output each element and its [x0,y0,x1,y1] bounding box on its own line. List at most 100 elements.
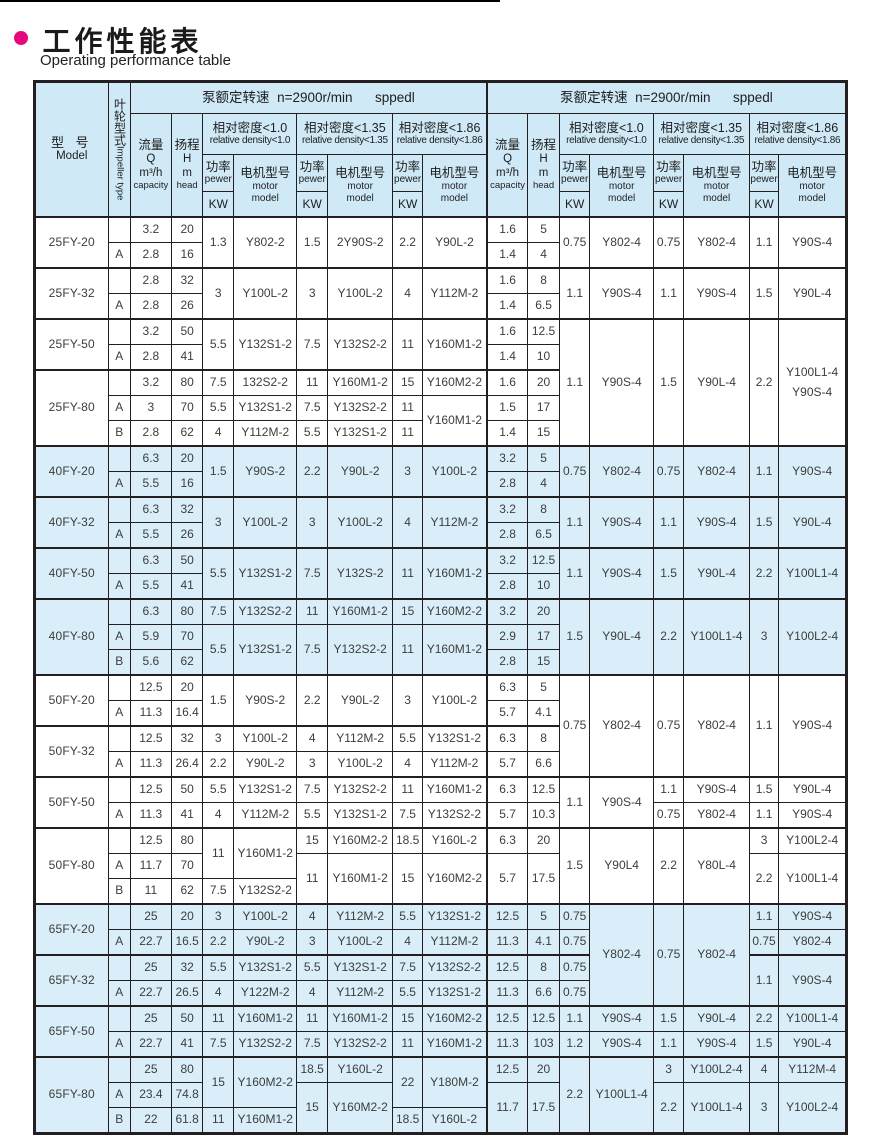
table-cell: 3.2 [485,445,529,472]
table-cell: Y100L-2 [421,445,488,498]
table-cell: Y122M-2 [233,980,298,1007]
model-cell: 65FY-20 [34,903,109,956]
table-cell: 5 [527,216,560,243]
table-cell: Y112M-2 [326,725,394,752]
table-cell: 7.5 [392,954,423,981]
table-cell: 1.1 [558,1005,591,1032]
table-cell: Y802-4 [778,929,847,956]
table-cell: 3 [748,827,780,854]
table-cell: B [107,420,131,447]
table-cell: Y160M1-2 [421,395,488,447]
table-cell: 1.6 [485,216,529,243]
table-cell: 22 [129,1107,172,1134]
table-cell: 18.5 [392,827,423,854]
header-impeller-type: 叶轮型式Impeller type [107,81,131,218]
table-cell: 2.9 [485,624,529,650]
table-cell: 3 [652,1056,685,1083]
table-cell: 11 [296,369,328,396]
table-cell: 2.8 [129,242,172,269]
table-cell: 22.7 [129,1031,172,1058]
table-cell: 3.2 [129,318,172,345]
table-cell: 25 [129,903,172,930]
table-cell: Y160L-2 [421,827,488,854]
table-cell: 0.75 [558,929,591,956]
table-cell: 5.5 [129,471,172,498]
table-cell: 4 [296,980,328,1007]
header-motor-model: 电机型号 motor model [778,154,847,218]
table-cell: 70 [170,395,204,421]
table-cell: 1.1 [558,547,591,600]
table-cell: 3 [296,929,328,956]
table-cell: 6.3 [129,598,172,625]
table-cell: 1.6 [485,369,529,396]
table-cell: Y90S-4 [683,1031,750,1058]
table-cell: 7.5 [202,598,235,625]
table-cell: 3 [296,751,328,778]
table-cell: Y112M-2 [421,267,488,320]
table-cell: 23.4 [129,1082,172,1108]
table-row: 50FY-32 12.5 32 3 Y100L-2 4 Y112M-2 5.5 Y132S1-2… [34,725,847,778]
table-cell: 70 [170,624,204,650]
table-cell: 11 [202,827,235,879]
table-cell: Y112M-2 [326,980,394,1007]
table-cell: 5.5 [129,522,172,549]
header-kw: KW [558,191,591,218]
table-cell: 7.5 [202,1031,235,1058]
table-cell: Y90S-4 [778,954,847,1007]
table-cell: 3.2 [485,496,529,523]
table-cell: 1.1 [652,776,685,803]
table-cell: 1.1 [748,216,780,269]
table-cell [107,674,131,701]
table-cell: 32 [170,267,204,294]
model-cell: 65FY-80 [34,1056,109,1134]
table-row: 25FY-20 3.2 20 1.3 Y802-2 1.5 2Y90S-2 2.2 Y90L-2… [34,216,847,269]
table-cell: B [107,649,131,676]
header-head-left: 扬程 H m head [170,113,204,218]
table-cell: Y160M2-2 [326,1082,394,1134]
header-power: 功率 pewer [748,154,780,192]
table-cell: 1.5 [202,674,235,727]
header-rated-speed-right: 泵额定转速 n=2900r/min sppedl [485,81,847,114]
table-row: A 5.5 26 2.8 6.5 [35,522,847,549]
table-cell: 1.1 [652,496,685,549]
table-cell: 5.5 [129,573,172,600]
table-cell [107,1056,131,1083]
table-cell: 11.3 [129,700,172,727]
header-power: 功率 pewer [558,154,591,192]
table-cell: 0.75 [558,674,591,778]
table-cell: 11.3 [485,980,529,1007]
table-cell: 41 [170,802,204,829]
table-cell: Y132S1-2 [233,954,298,981]
table-cell: 41 [170,1031,204,1058]
table-row: 50FY-50 12.5 50 5.5 Y132S1-2 7.5 Y132S2-2 11 Y16… [34,776,847,829]
table-row: A 3 70 5.5 Y132S1-2 7.5 Y132S2-2 11 Y160M1-2 1.5 1… [35,395,847,447]
table-cell: Y90S-2 [233,674,298,727]
table-cell: Y160L-2 [326,1056,394,1083]
table-cell: Y132S2-2 [326,624,394,676]
table-cell: Y160M1-2 [326,598,394,625]
table-cell: 11 [392,547,423,600]
table-cell: Y160M2-2 [421,853,488,905]
table-row: 40FY-32 6.3 32 3 Y100L-2 3 Y100L-2 4 Y112M-2 3.2 8… [34,496,847,549]
table-cell: 4 [202,420,235,447]
table-cell: 12.5 [129,776,172,803]
table-cell: 2.2 [392,216,423,269]
table-cell: A [107,751,131,778]
table-cell: 8 [527,954,560,981]
table-cell: Y80L-4 [683,827,750,905]
table-cell: Y90S-2 [233,445,298,498]
table-cell: 5.5 [202,547,235,600]
table-cell: 25 [129,1005,172,1032]
table-cell: 11.3 [129,802,172,829]
performance-table: 型 号 Model 叶轮型式Impeller type 泵额定转速 n=2900… [33,80,848,1135]
table-cell: 0.75 [558,445,591,498]
table-cell: Y90S-4 [589,496,654,549]
table-cell: 12.5 [527,318,560,345]
table-row: B 22 61.8 11 Y160M1-2 18.5 Y160L-2 [35,1107,847,1134]
table-cell: Y802-4 [589,216,654,269]
table-cell: 4 [202,980,235,1007]
table-cell: A [107,471,131,498]
table-cell: 6.3 [485,827,529,854]
table-row: A 22.7 26.5 4 Y122M-2 4 Y112M-2 5.5 Y132S1-2 11.3… [35,980,847,1007]
model-cell: 25FY-50 [34,318,109,371]
